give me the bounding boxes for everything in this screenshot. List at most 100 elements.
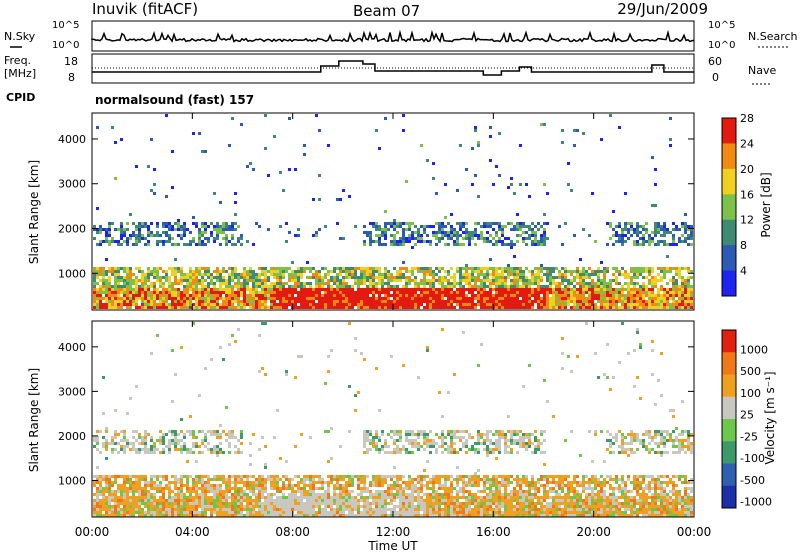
echo-cell xyxy=(636,243,639,246)
echo-cell xyxy=(297,276,300,279)
echo-cell xyxy=(402,514,405,517)
echo-cell xyxy=(174,436,177,439)
echo-cell xyxy=(423,436,426,439)
echo-cell xyxy=(297,270,300,273)
echo-cell xyxy=(462,300,465,303)
echo-cell xyxy=(294,288,297,291)
echo-cell xyxy=(186,505,189,508)
echo-cell xyxy=(411,508,414,511)
echo-cell xyxy=(540,234,543,237)
echo-cell xyxy=(234,270,237,273)
echo-cell xyxy=(198,297,201,300)
echo-cell xyxy=(552,276,555,279)
echo-cell xyxy=(96,300,99,303)
echo-cell xyxy=(405,430,408,433)
echo-cell xyxy=(471,288,474,291)
echo-cell xyxy=(213,505,216,508)
echo-cell xyxy=(120,475,123,478)
echo-cell xyxy=(348,493,351,496)
echo-cell xyxy=(444,306,447,309)
echo-cell xyxy=(651,267,654,270)
echo-cell xyxy=(363,297,366,300)
echo-cell xyxy=(666,291,669,294)
echo-cell xyxy=(642,285,645,288)
echo-cell xyxy=(432,445,435,448)
echo-cell xyxy=(246,300,249,303)
echo-cell xyxy=(651,282,654,285)
echo-cell xyxy=(342,270,345,273)
echo-cell xyxy=(381,505,384,508)
echo-cell xyxy=(354,409,357,412)
echo-cell xyxy=(420,297,423,300)
echo-cell xyxy=(204,288,207,291)
echo-cell xyxy=(132,243,135,246)
echo-cell xyxy=(354,496,357,499)
echo-cell xyxy=(552,270,555,273)
echo-cell xyxy=(282,294,285,297)
echo-cell xyxy=(150,496,153,499)
echo-cell xyxy=(210,499,213,502)
echo-cell xyxy=(327,303,330,306)
echo-cell xyxy=(465,300,468,303)
echo-cell xyxy=(246,288,249,291)
echo-cell xyxy=(219,508,222,511)
echo-cell xyxy=(303,490,306,493)
echo-cell xyxy=(432,225,435,228)
echo-cell xyxy=(303,511,306,514)
echo-cell xyxy=(471,279,474,282)
echo-cell xyxy=(93,237,96,240)
echo-cell xyxy=(516,276,519,279)
echo-cell xyxy=(213,303,216,306)
echo-cell xyxy=(198,270,201,273)
echo-cell xyxy=(195,225,198,228)
echo-cell xyxy=(354,300,357,303)
echo-cell xyxy=(366,267,369,270)
echo-cell xyxy=(495,291,498,294)
echo-cell xyxy=(276,288,279,291)
echo-cell xyxy=(426,445,429,448)
echo-cell xyxy=(396,270,399,273)
echo-cell xyxy=(516,285,519,288)
echo-cell xyxy=(378,439,381,442)
echo-cell xyxy=(519,294,522,297)
echo-cell xyxy=(171,297,174,300)
echo-cell xyxy=(462,243,465,246)
echo-cell xyxy=(330,457,333,460)
echo-cell xyxy=(414,478,417,481)
echo-cell xyxy=(141,499,144,502)
echo-cell xyxy=(141,496,144,499)
echo-cell xyxy=(558,270,561,273)
echo-cell xyxy=(144,222,147,225)
echo-cell xyxy=(474,129,477,132)
echo-cell xyxy=(126,505,129,508)
echo-cell xyxy=(546,288,549,291)
echo-cell xyxy=(177,228,180,231)
echo-cell xyxy=(522,231,525,234)
echo-cell xyxy=(99,499,102,502)
echo-cell xyxy=(387,445,390,448)
echo-cell xyxy=(357,391,360,394)
echo-cell xyxy=(336,198,339,201)
echo-cell xyxy=(450,276,453,279)
echo-cell xyxy=(423,514,426,517)
echo-cell xyxy=(363,240,366,243)
echo-cell xyxy=(210,514,213,517)
echo-cell xyxy=(135,496,138,499)
echo-cell xyxy=(189,279,192,282)
echo-cell xyxy=(315,306,318,309)
echo-cell xyxy=(258,291,261,294)
echo-cell xyxy=(228,433,231,436)
echo-cell xyxy=(222,279,225,282)
echo-cell xyxy=(231,433,234,436)
echo-cell xyxy=(141,291,144,294)
echo-cell xyxy=(219,276,222,279)
echo-cell xyxy=(162,493,165,496)
echo-cell xyxy=(648,303,651,306)
echo-cell xyxy=(618,288,621,291)
echo-cell xyxy=(381,430,384,433)
echo-cell xyxy=(249,267,252,270)
echo-cell xyxy=(513,270,516,273)
echo-cell xyxy=(390,475,393,478)
echo-cell xyxy=(513,192,516,195)
echo-cell xyxy=(312,273,315,276)
